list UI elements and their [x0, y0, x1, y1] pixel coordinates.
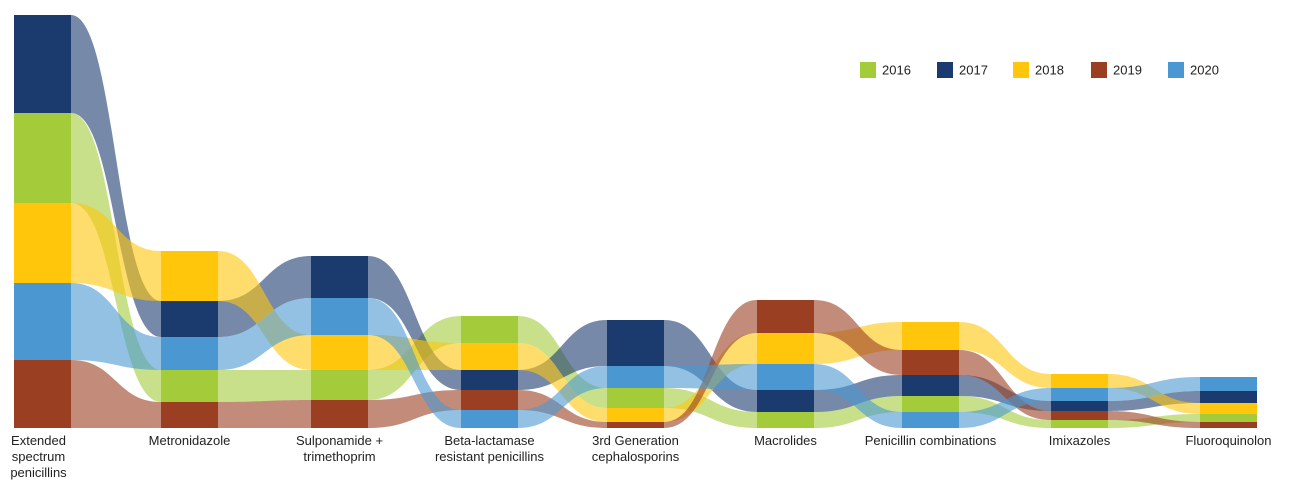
ribbon [71, 203, 161, 301]
segment [607, 422, 664, 428]
category-label: Imixazoles [1048, 433, 1111, 448]
ribbons [71, 15, 1200, 428]
segment [902, 412, 959, 428]
segment [1051, 388, 1108, 401]
segment [757, 390, 814, 412]
segment [311, 256, 368, 298]
category-label: Penicillin combinations [864, 433, 997, 448]
ribbon [218, 298, 311, 370]
ribbon [368, 298, 461, 428]
segment [311, 370, 368, 400]
segment [1200, 414, 1257, 422]
category-label: Extended spectrum penicillins [10, 433, 67, 480]
legend-label: 2016 [882, 62, 911, 77]
segment [461, 410, 518, 428]
ribbon [664, 300, 757, 428]
segment [1051, 420, 1108, 428]
segment [1051, 374, 1108, 388]
ribbon [814, 300, 902, 375]
category-label: Fluoroquinolon [1185, 433, 1272, 448]
segment [1200, 403, 1257, 414]
segment [1200, 377, 1257, 391]
segment [1200, 391, 1257, 403]
segment [902, 322, 959, 350]
ribbon [368, 256, 461, 390]
category-label: 3rd Generation cephalosporins [591, 433, 680, 464]
ribbon [71, 15, 161, 337]
segment [161, 301, 218, 337]
category-label: Sulponamide + trimethoprim [295, 433, 384, 464]
segment [311, 335, 368, 370]
ribbon [71, 360, 161, 428]
segment [757, 333, 814, 364]
segment [461, 370, 518, 390]
segment [902, 350, 959, 375]
legend-label: 2019 [1113, 62, 1142, 77]
segment [14, 360, 71, 428]
legend-swatch [1168, 62, 1184, 78]
ribbon [518, 390, 607, 428]
segment [161, 402, 218, 428]
category-label: Beta-lactamase resistant penicillins [434, 433, 545, 464]
ribbon [518, 343, 607, 422]
segment [461, 343, 518, 370]
segment [14, 283, 71, 360]
segment [311, 400, 368, 428]
ribbon [814, 396, 902, 428]
legend-swatch [860, 62, 876, 78]
ribbon [664, 388, 757, 428]
ribbon [814, 364, 902, 428]
ribbon [218, 400, 311, 428]
legend-swatch [1091, 62, 1107, 78]
legend-label: 2020 [1190, 62, 1219, 77]
ribbon [959, 322, 1051, 388]
segment [902, 396, 959, 412]
segment [1051, 401, 1108, 411]
category-label: Metronidazole [148, 433, 231, 448]
ribbon [218, 370, 311, 402]
segment [757, 364, 814, 390]
segment [757, 412, 814, 428]
segment [311, 298, 368, 335]
legend-swatch [1013, 62, 1029, 78]
legend-label: 2018 [1035, 62, 1064, 77]
segment [461, 316, 518, 343]
segment [607, 388, 664, 408]
ribbon [518, 366, 607, 428]
segment [161, 337, 218, 370]
segment [607, 366, 664, 388]
ribbon [664, 364, 757, 390]
ribbon [218, 251, 311, 370]
segment [14, 15, 71, 113]
ribbon [1108, 411, 1200, 428]
legend-label: 2017 [959, 62, 988, 77]
segment [757, 300, 814, 333]
ribbon [959, 350, 1051, 420]
ribbon [71, 283, 161, 370]
ribbon [959, 388, 1051, 428]
ribbon [1108, 377, 1200, 401]
segment [461, 390, 518, 410]
segment [1051, 411, 1108, 420]
segment [1200, 422, 1257, 428]
segment [161, 251, 218, 301]
segment [607, 408, 664, 422]
legend-swatch [937, 62, 953, 78]
segment [14, 113, 71, 203]
segment [902, 375, 959, 396]
segment [161, 370, 218, 402]
category-label: Macrolides [754, 433, 817, 448]
segment [607, 320, 664, 366]
segment [14, 203, 71, 283]
